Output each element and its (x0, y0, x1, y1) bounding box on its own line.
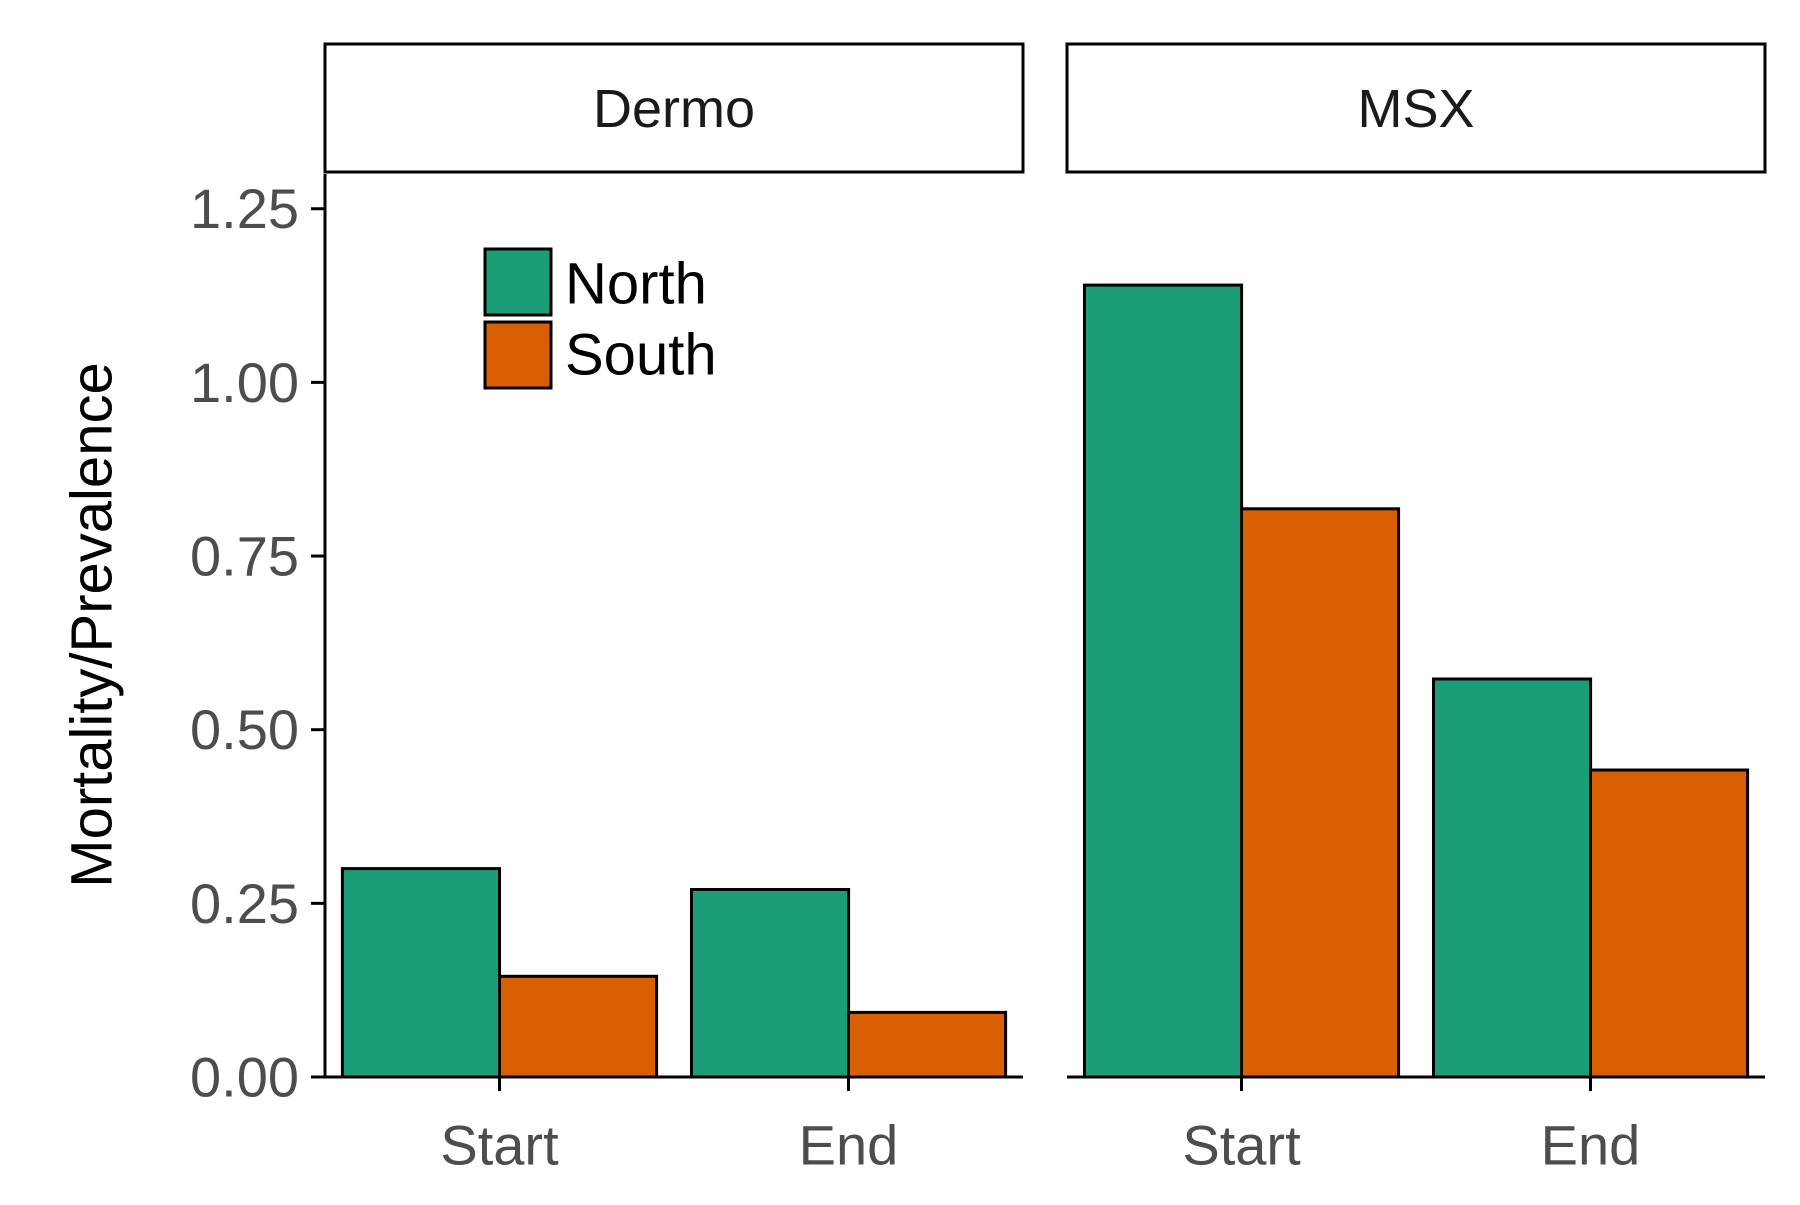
panel-msx: Start End (1067, 283, 1765, 1177)
legend-label-south: South (565, 323, 717, 388)
y-axis-label: Mortality/Prevalence (60, 362, 125, 887)
facet-strip-msx: MSX (1065, 42, 1767, 174)
bar-dermo-start-south (498, 974, 659, 1079)
panel-dermo: Start End (325, 867, 1023, 1177)
y-tick-label: 0.25 (190, 872, 299, 935)
x-tick-label-dermo-start: Start (440, 1114, 559, 1177)
y-tick-label: 0.50 (190, 698, 299, 761)
bar-dermo-end-north (690, 888, 851, 1079)
x-tick-label-dermo-end: End (799, 1114, 899, 1177)
legend-swatch-south (483, 320, 553, 390)
facet-title-dermo: Dermo (593, 79, 755, 139)
y-axis: 0.00 0.25 0.50 0.75 1.00 1.25 (190, 174, 327, 1109)
y-tick-label: 1.00 (190, 351, 299, 414)
x-tick-label-msx-start: Start (1182, 1114, 1301, 1177)
y-tick-label: 1.25 (190, 177, 299, 240)
x-tick-label-msx-end: End (1541, 1114, 1641, 1177)
bar-dermo-start-north (340, 867, 501, 1079)
legend-swatch-north (483, 247, 553, 317)
bar-msx-end-north (1432, 677, 1593, 1079)
bar-dermo-end-south (847, 1010, 1008, 1079)
facet-strip-dermo: Dermo (323, 42, 1025, 174)
y-tick-label: 0.00 (190, 1046, 299, 1109)
bar-msx-start-south (1240, 507, 1401, 1079)
legend: North South (483, 247, 717, 390)
y-tick-label: 0.75 (190, 525, 299, 588)
bar-msx-start-north (1083, 283, 1244, 1079)
facet-title-msx: MSX (1357, 79, 1474, 139)
legend-label-north: North (565, 252, 707, 317)
bar-msx-end-south (1589, 768, 1750, 1079)
